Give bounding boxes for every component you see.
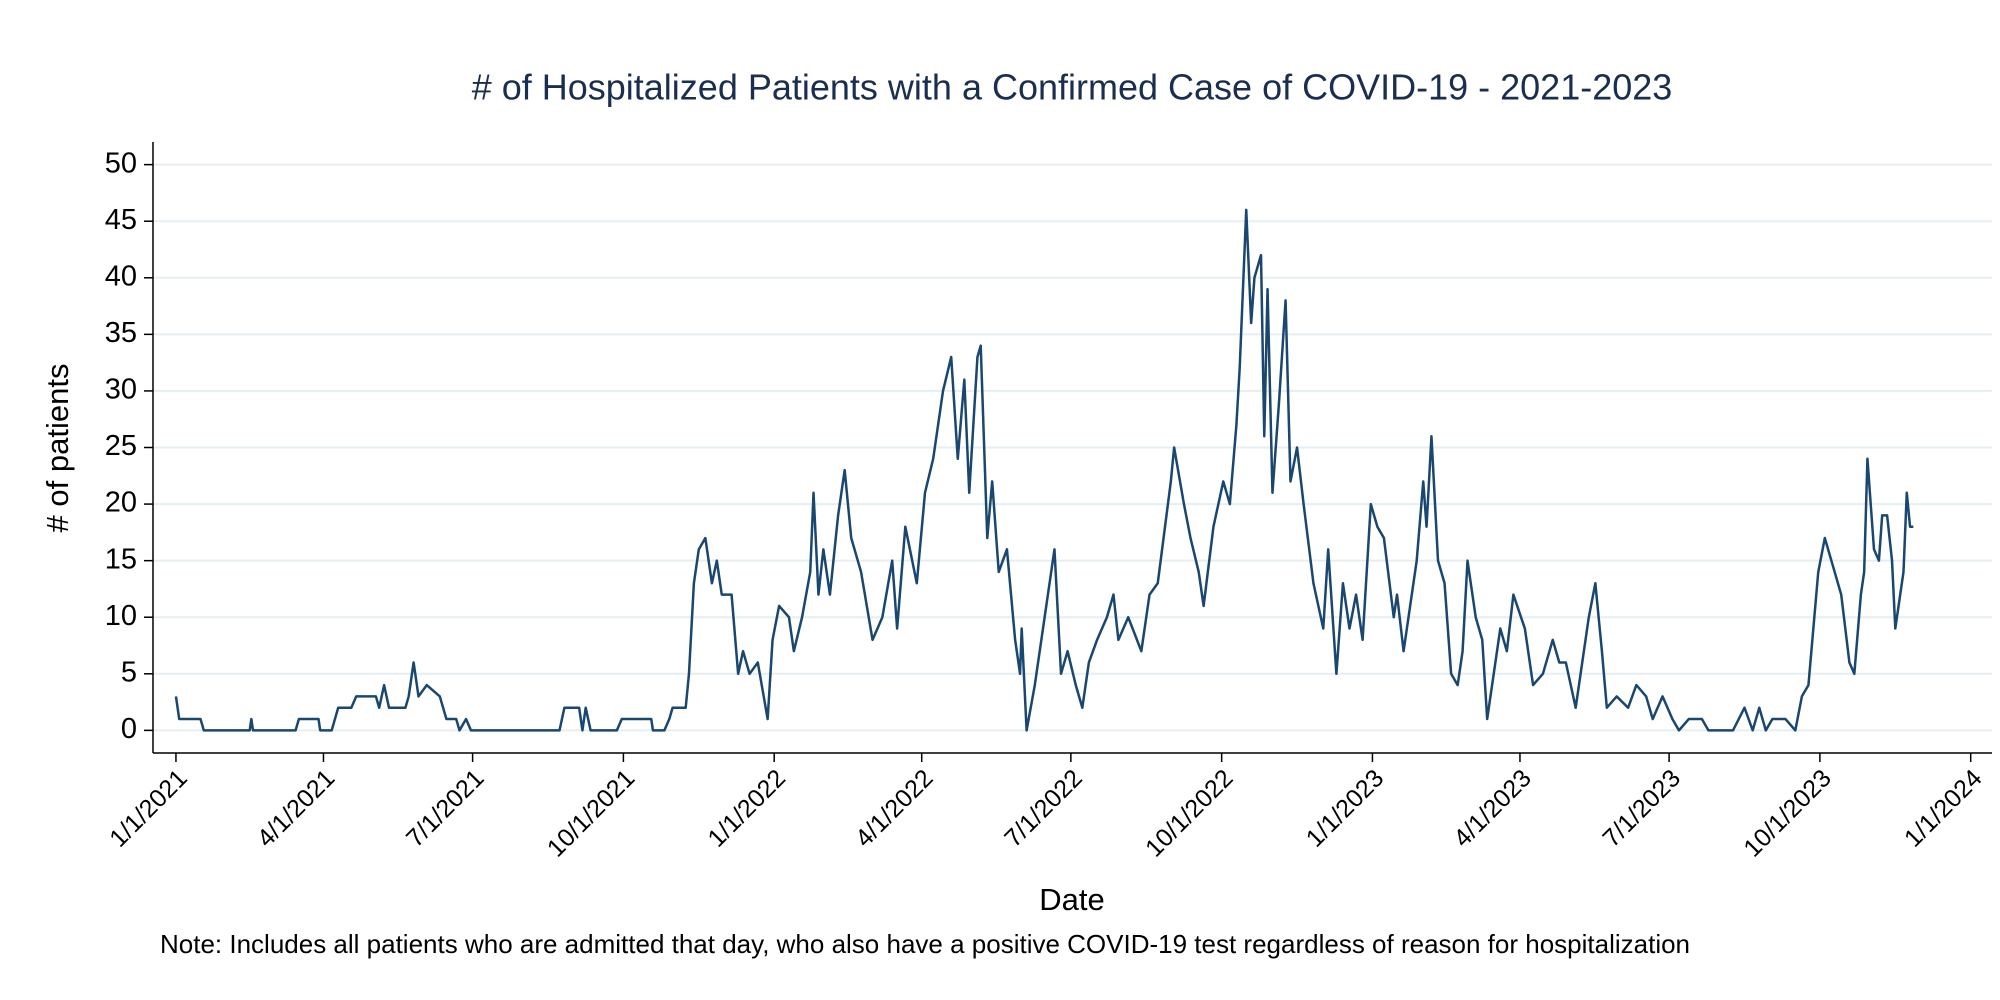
- y-tick-label: 45: [105, 204, 137, 236]
- note: Note: Includes all patients who are admi…: [160, 929, 1690, 959]
- x-axis-label: Date: [1039, 882, 1104, 917]
- x-tick-label: 4/1/2023: [1448, 764, 1537, 853]
- chart-title: # of Hospitalized Patients with a Confir…: [472, 67, 1673, 108]
- x-tick-label: 1/1/2024: [1899, 764, 1988, 853]
- y-tick-label: 35: [105, 317, 137, 349]
- x-tick-label: 7/1/2022: [999, 764, 1088, 853]
- y-tick-label: 25: [105, 430, 137, 462]
- x-tick-label: 1/1/2021: [104, 764, 193, 853]
- y-tick-label: 15: [105, 543, 137, 575]
- y-tick-label: 30: [105, 374, 137, 406]
- x-tick-label: 10/1/2021: [542, 764, 640, 862]
- y-axis-label: # of patients: [40, 364, 75, 533]
- y-tick-label: 10: [105, 600, 137, 632]
- x-tick-label: 1/1/2022: [702, 764, 791, 853]
- y-tick-label: 50: [105, 147, 137, 179]
- x-tick-label: 7/1/2023: [1597, 764, 1686, 853]
- y-tick-label: 0: [121, 713, 137, 745]
- y-tick-label: 20: [105, 487, 137, 519]
- x-tick-label: 4/1/2021: [252, 764, 341, 853]
- x-tick-label: 10/1/2022: [1140, 764, 1238, 862]
- x-tick-label: 4/1/2022: [850, 764, 939, 853]
- y-tick-label: 5: [121, 656, 137, 688]
- y-tick-label: 40: [105, 260, 137, 292]
- x-tick-label: 7/1/2021: [401, 764, 490, 853]
- x-tick-label: 1/1/2023: [1301, 764, 1390, 853]
- data-line: [174, 208, 1914, 732]
- x-tick-label: 10/1/2023: [1738, 764, 1836, 862]
